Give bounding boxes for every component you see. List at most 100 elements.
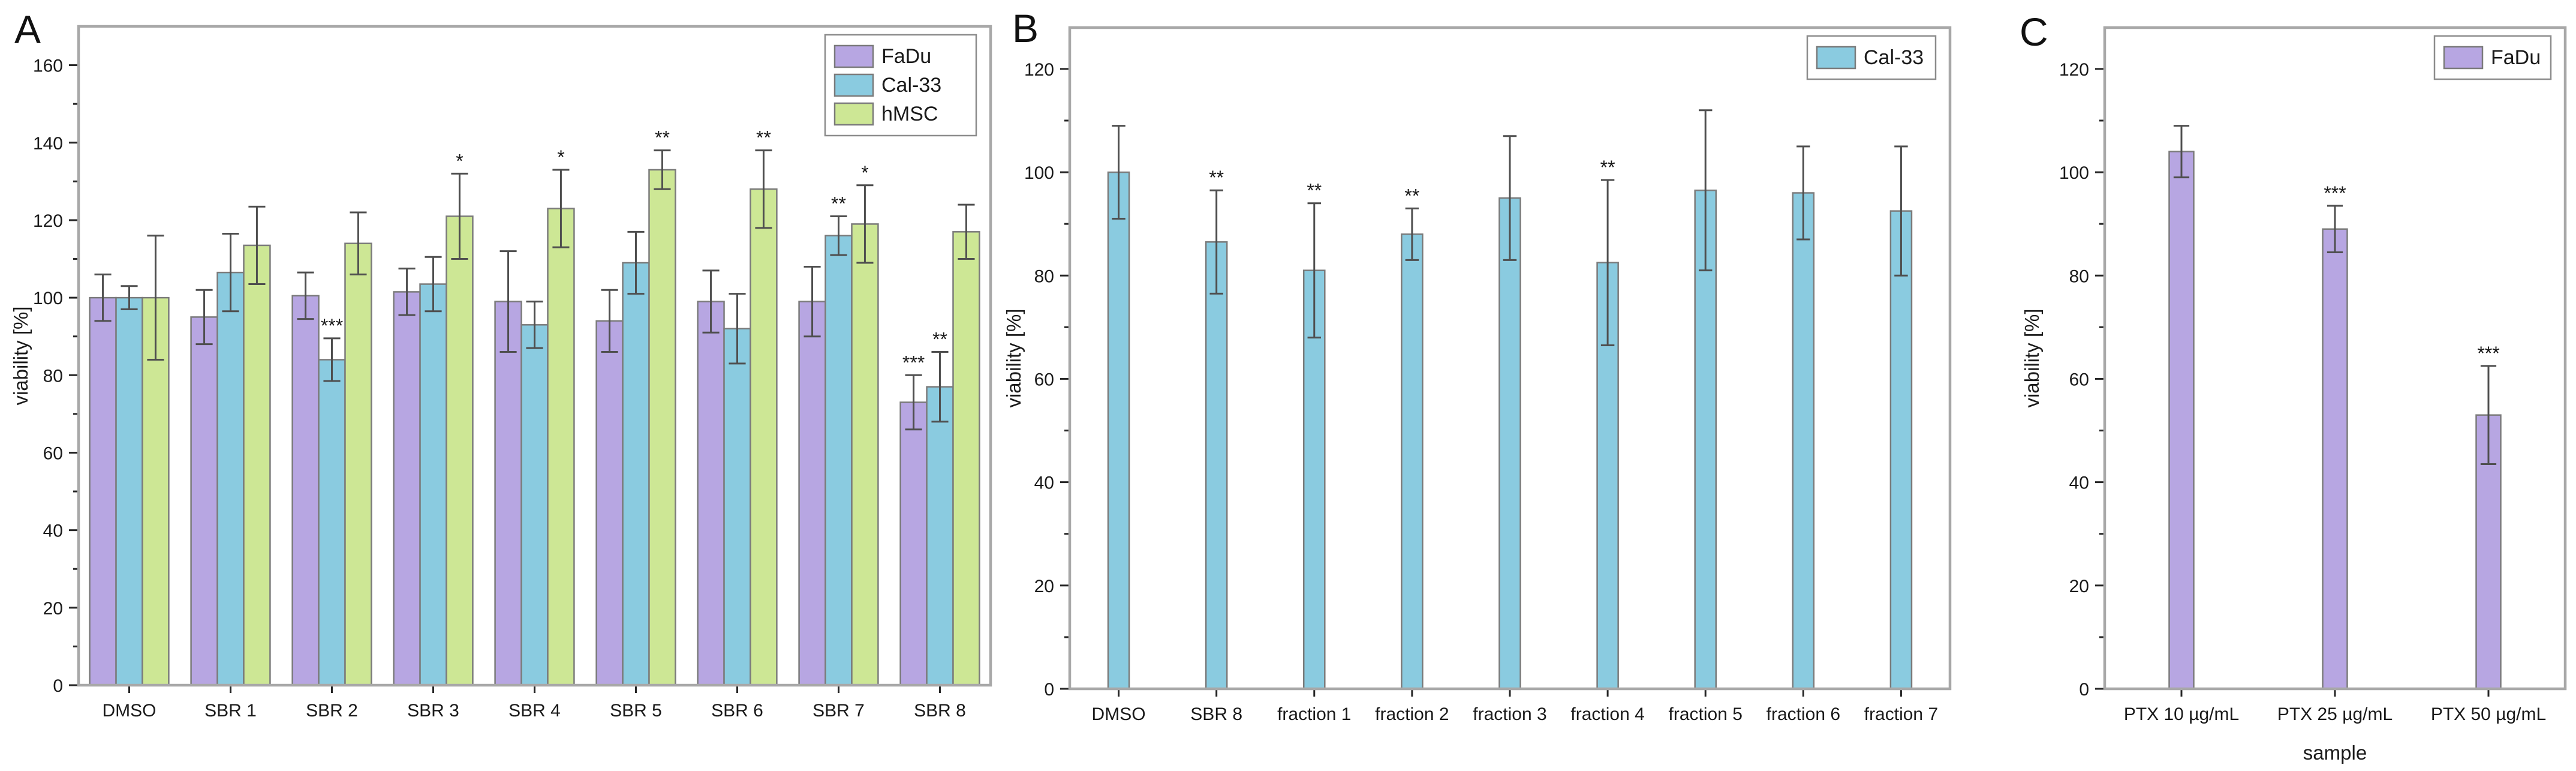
bars	[89, 169, 980, 686]
panel-a: A 0 20 40 60 80 100 120 140 160 DMSO SBR 1 SBR 2 SBR…	[0, 0, 995, 771]
y-tick-label: 0	[1044, 680, 1054, 700]
significance-marks: ** ** ** **	[1209, 157, 1615, 206]
x-axis-title: sample	[2303, 742, 2367, 764]
error-bars	[94, 149, 975, 431]
y-tick-label: 20	[2069, 577, 2089, 596]
sig-mark: **	[831, 193, 846, 214]
x-tick-label: SBR 4	[508, 701, 561, 721]
bar-hMSC-2	[344, 242, 372, 686]
panel-a-chart: 0 20 40 60 80 100 120 140 160 DMSO SBR 1 SBR 2 SBR 3…	[10, 25, 992, 721]
x-axis-tick-labels: DMSO SBR 8 fraction 1 fraction 2 fraction 3 f…	[1092, 704, 1939, 724]
y-axis-tick-labels: 0 20 40 60 80 100 120	[1024, 60, 1054, 700]
plot-frame	[2103, 26, 2567, 691]
bar-FaDu-8	[899, 401, 928, 686]
bar-Cal-33-2	[318, 359, 346, 686]
y-tick-label: 80	[2069, 266, 2089, 286]
y-axis-ticks	[69, 64, 79, 686]
y-tick-label: 0	[2079, 680, 2089, 700]
y-tick-label: 140	[33, 134, 63, 154]
x-tick-label: PTX 50 µg/mL	[2431, 704, 2546, 724]
bar-FaDu-3	[393, 291, 421, 686]
error-bars	[2173, 125, 2497, 465]
legend-swatch-FaDu	[2443, 46, 2484, 70]
panel-c: C 0 20 40 60 80 100 120 PTX 10 µg/mL PTX 25 µg/m…	[1961, 0, 2576, 771]
x-axis-tick-labels: PTX 10 µg/mL PTX 25 µg/mL PTX 50 µg/mL	[2124, 704, 2546, 724]
y-axis-ticks	[2095, 68, 2105, 690]
legend: FaDu Cal-33 hMSC	[824, 34, 977, 137]
significance-marks: *** ***	[2324, 182, 2499, 364]
x-tick-label: fraction 7	[1864, 704, 1938, 724]
bar-FaDu-0	[2168, 151, 2195, 690]
x-tick-label: SBR 5	[610, 701, 662, 721]
y-tick-label: 100	[1024, 163, 1054, 183]
legend-label-FaDu: FaDu	[2491, 46, 2541, 69]
bar-Cal-33-3	[419, 283, 447, 686]
sig-mark: *	[456, 150, 463, 172]
bar-Cal-33-5	[622, 262, 650, 686]
y-tick-label: 80	[1034, 266, 1054, 286]
plot-frame	[1068, 26, 1952, 691]
bar-FaDu-6	[697, 301, 725, 686]
panel-b-chart: 0 20 40 60 80 100 120 DMSO SBR 8 fraction 1 fracti…	[1003, 26, 1952, 724]
x-tick-label: SBR 2	[306, 701, 358, 721]
y-tick-label: 20	[1034, 577, 1054, 596]
bar-Cal-33-4	[1498, 197, 1521, 690]
bar-FaDu-1	[2322, 228, 2348, 690]
bar-hMSC-3	[446, 215, 474, 686]
bar-hMSC-7	[851, 223, 879, 686]
y-tick-label: 60	[1034, 370, 1054, 389]
bar-hMSC-6	[750, 188, 778, 686]
legend-swatch-hMSC	[833, 102, 874, 126]
bar-Cal-33-8	[926, 386, 954, 686]
sig-mark: **	[1209, 167, 1224, 188]
legend-label-Cal-33: Cal-33	[1864, 46, 1924, 69]
x-tick-label: fraction 6	[1767, 704, 1840, 724]
sig-mark: *	[557, 146, 564, 168]
y-tick-label: 40	[1034, 473, 1054, 493]
x-tick-label: SBR 3	[407, 701, 459, 721]
sig-mark: **	[1600, 157, 1615, 178]
sig-mark: **	[1404, 185, 1419, 206]
bar-Cal-33-1	[1205, 241, 1228, 690]
legend-label-hMSC: hMSC	[881, 103, 938, 125]
plot-frame	[77, 25, 992, 687]
bar-Cal-33-4	[520, 324, 549, 686]
sig-mark: ***	[902, 352, 925, 373]
bar-FaDu-0	[89, 296, 117, 686]
significance-marks: *********** *** ***	[321, 127, 947, 374]
y-tick-label: 120	[1024, 60, 1054, 80]
x-tick-label: DMSO	[1092, 704, 1146, 724]
y-tick-label: 60	[2069, 370, 2089, 389]
x-tick-label: fraction 1	[1277, 704, 1351, 724]
bar-FaDu-2	[291, 295, 320, 686]
error-bars	[1112, 109, 1908, 346]
y-axis-ticks	[1060, 68, 1070, 690]
panel-a-label: A	[14, 7, 41, 52]
y-tick-label: 80	[43, 366, 63, 386]
legend-label-FaDu: FaDu	[881, 45, 931, 68]
bar-FaDu-7	[798, 301, 826, 686]
bars	[2168, 151, 2502, 690]
y-tick-label: 0	[53, 676, 63, 696]
bar-Cal-33-0	[115, 296, 143, 686]
legend-swatch-Cal-33	[1816, 46, 1856, 70]
y-tick-label: 100	[2059, 163, 2089, 183]
x-tick-label: SBR 6	[711, 701, 763, 721]
x-tick-label: fraction 4	[1570, 704, 1644, 724]
x-axis-tick-labels: DMSO SBR 1 SBR 2 SBR 3 SBR 4 SBR 5 SBR 6 SBR 7 S…	[103, 701, 966, 721]
x-tick-label: fraction 3	[1473, 704, 1546, 724]
bar-Cal-33-6	[1694, 189, 1717, 690]
bar-hMSC-8	[952, 231, 980, 686]
y-axis-tick-labels: 0 20 40 60 80 100 120 140 160	[33, 56, 63, 696]
panel-b-label: B	[1012, 6, 1039, 50]
y-tick-label: 60	[43, 443, 63, 463]
bar-FaDu-1	[190, 316, 218, 686]
bar-Cal-33-8	[1889, 210, 1913, 690]
x-tick-label: fraction 2	[1375, 704, 1449, 724]
legend-swatch-Cal-33	[833, 73, 874, 97]
legend: Cal-33	[1806, 35, 1937, 80]
bar-Cal-33-2	[1302, 269, 1326, 690]
y-axis-title: viability [%]	[2021, 308, 2043, 407]
x-tick-label: fraction 5	[1669, 704, 1743, 724]
